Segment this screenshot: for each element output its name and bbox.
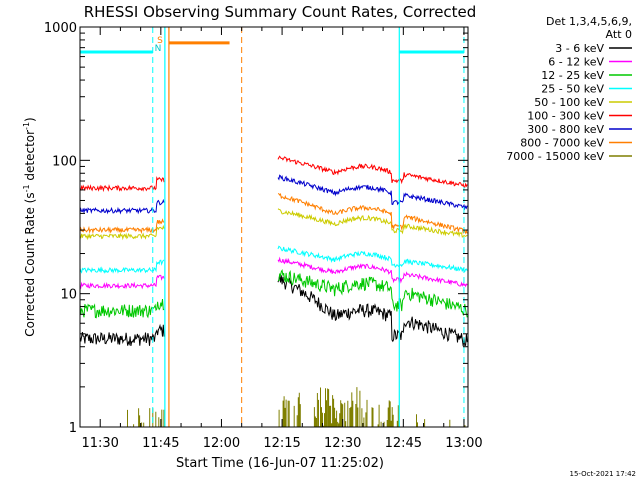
series-800-7000-kev-segment-2	[277, 193, 468, 235]
series-800-7000-kev-segment-1	[79, 218, 165, 235]
series-3-6-kev-segment-2	[277, 275, 468, 347]
series-7000-15000-kev	[127, 387, 466, 427]
y-axis-label-mid: detector	[23, 130, 37, 185]
legend-label-1: 3 - 6 keV	[555, 42, 604, 55]
x-axis-label: Start Time (16-Jun-07 11:25:02)	[176, 456, 384, 471]
legend-title-2: Att 0	[606, 28, 632, 41]
x-tick-label-6: 12:45	[385, 436, 422, 451]
y-axis-label-sup2: -1	[22, 122, 31, 130]
legend-label-9: 7000 - 15000 keV	[506, 150, 604, 163]
legend-label-3: 12 - 25 keV	[541, 69, 604, 82]
series-25-50-kev-segment-2	[277, 245, 468, 273]
series-12-25-kev-segment-2	[277, 268, 468, 318]
series-50-100-kev-segment-1	[79, 224, 165, 241]
plot-frame	[79, 26, 469, 428]
legend-label-7: 300 - 800 keV	[527, 123, 604, 136]
x-tick-label-7: 13:00	[445, 436, 482, 451]
x-tick-label-5: 12:30	[324, 436, 361, 451]
y-axis-label-end: )	[23, 117, 37, 122]
y-tick-label-1: 1	[69, 421, 77, 436]
y-axis-label: Corrected Count Rate (s-1 detector-1)	[22, 117, 37, 336]
x-tick-label-3: 12:00	[203, 436, 240, 451]
x-axis-ticks: 11:30 11:45 12:00 12:15 12:30 12:45 13:00	[79, 27, 483, 451]
series-25-50-kev-segment-1	[79, 259, 165, 274]
series-100-300-kev-segment-2	[277, 155, 468, 188]
chart-title: RHESSI Observing Summary Count Rates, Co…	[84, 3, 477, 21]
flag-label-n: N	[155, 44, 162, 54]
flag-label-s: S	[157, 36, 163, 46]
y-axis-ticks: 1 10 100 1000	[44, 21, 468, 436]
series-100-300-kev-segment-1	[79, 176, 165, 193]
series-300-800-kev-segment-2	[277, 174, 468, 211]
timestamp: 15-Oct-2021 17:42	[570, 470, 636, 478]
series-6-12-kev-segment-1	[79, 274, 165, 290]
legend-label-2: 6 - 12 keV	[548, 56, 604, 69]
y-tick-label-3: 100	[52, 154, 77, 169]
series-6-12-kev-segment-2	[277, 256, 468, 288]
legend-label-4: 25 - 50 keV	[541, 83, 604, 96]
x-tick-label-2: 11:45	[142, 436, 179, 451]
x-tick-label-1: 11:30	[81, 436, 118, 451]
y-tick-label-2: 10	[60, 288, 77, 303]
legend-label-6: 100 - 300 keV	[527, 110, 604, 123]
series-300-800-kev-segment-1	[79, 198, 165, 215]
series-3-6-kev-segment-1	[79, 323, 165, 346]
legend-label-5: 50 - 100 keV	[534, 96, 604, 109]
y-axis-label-sup1: -1	[22, 184, 31, 192]
legend-label-8: 800 - 7000 keV	[520, 137, 604, 150]
legend-title-1: Det 1,3,4,5,6,9,	[546, 15, 632, 28]
y-axis-label-main: Corrected Count Rate (s	[23, 192, 37, 336]
x-tick-label-4: 12:15	[263, 436, 300, 451]
y-tick-label-4: 1000	[44, 21, 77, 36]
series-50-100-kev-segment-2	[277, 208, 468, 238]
series-12-25-kev-segment-1	[79, 299, 165, 319]
plot-marks	[79, 27, 468, 427]
